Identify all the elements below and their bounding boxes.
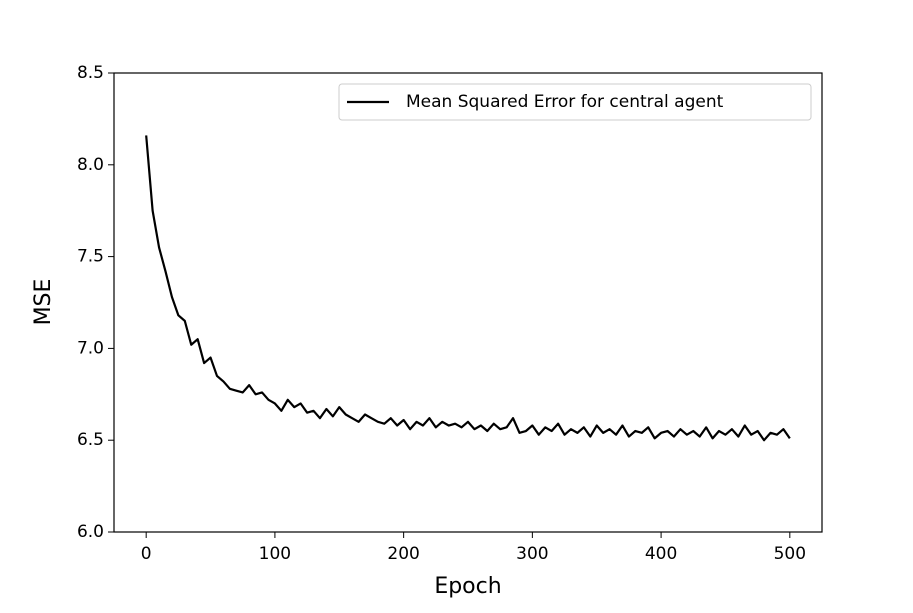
legend-box <box>338 83 812 121</box>
y-tick-label: 7.0 <box>77 338 104 358</box>
x-axis-label: Epoch <box>434 574 501 599</box>
x-tick-label: 400 <box>645 544 677 564</box>
x-tick-label: 500 <box>774 544 806 564</box>
y-tick-label: 7.5 <box>77 247 104 267</box>
x-tick-label: 0 <box>141 544 152 564</box>
y-axis-label: MSE <box>31 279 56 326</box>
plot-frame <box>113 72 823 533</box>
y-tick-label: 6.5 <box>77 430 104 450</box>
y-tick-label: 6.0 <box>77 522 104 542</box>
x-tick-label: 300 <box>516 544 548 564</box>
y-tick-label: 8.0 <box>77 155 104 175</box>
legend-label: Mean Squared Error for central agent <box>406 92 724 112</box>
y-tick-label: 8.5 <box>77 63 104 83</box>
x-tick-label: 200 <box>387 544 419 564</box>
line <box>145 135 791 442</box>
x-tick-label: 100 <box>259 544 291 564</box>
